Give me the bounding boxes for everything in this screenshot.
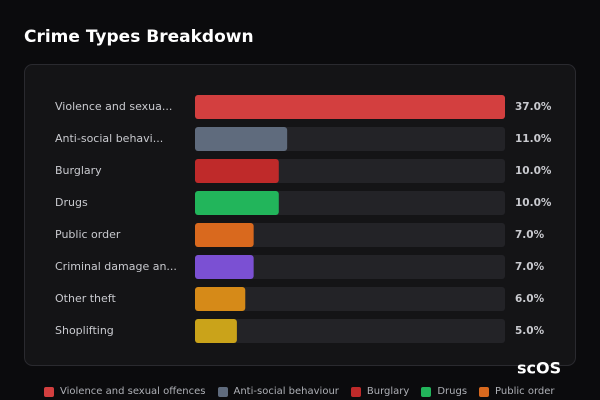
bar-track [195,223,505,247]
legend-item: Burglary [350,386,410,397]
bar-track [195,319,505,343]
legend-label: Public order [495,386,555,397]
category-label: Burglary [55,164,102,177]
value-label: 37.0% [515,101,552,113]
legend-swatch [44,386,54,397]
value-label: 10.0% [515,165,552,177]
legend-swatch [479,386,490,397]
legend-swatch [217,386,228,397]
value-label: 11.0% [515,133,552,145]
bar [195,159,279,183]
category-label: Violence and sexua... [55,100,172,113]
chart-title: Crime Types Breakdown [24,27,254,47]
legend-item: Drugs [421,386,467,397]
legend-swatch [421,386,432,397]
bar [195,191,279,215]
category-label: Public order [55,228,121,241]
bar [195,319,237,343]
watermark: scOS [517,359,561,378]
category-label: Drugs [55,196,88,209]
bar [195,223,254,247]
legend-item: Violence and sexual offences [44,386,206,397]
legend-label: Violence and sexual offences [60,386,206,397]
value-label: 6.0% [515,293,545,305]
legend-item: Public order [479,386,555,397]
category-label: Other theft [55,292,116,305]
legend-label: Drugs [437,386,468,397]
bar-track [195,255,505,279]
bar [195,255,254,279]
legend-item: Anti-social behaviour [217,386,339,397]
value-label: 10.0% [515,197,552,209]
value-label: 7.0% [515,229,545,241]
bar [195,287,246,311]
value-label: 5.0% [515,325,545,337]
bar-track [195,287,505,311]
value-label: 7.0% [515,261,545,273]
legend: Violence and sexual offences Anti-social … [44,386,555,397]
legend-label: Anti-social behaviour [233,386,339,397]
legend-swatch [350,386,361,397]
legend-label: Burglary [366,386,410,397]
category-label: Anti-social behavi... [55,132,163,145]
category-label: Shoplifting [55,324,114,337]
bar [195,127,288,151]
category-label: Criminal damage an... [55,260,177,273]
bar [195,95,505,119]
